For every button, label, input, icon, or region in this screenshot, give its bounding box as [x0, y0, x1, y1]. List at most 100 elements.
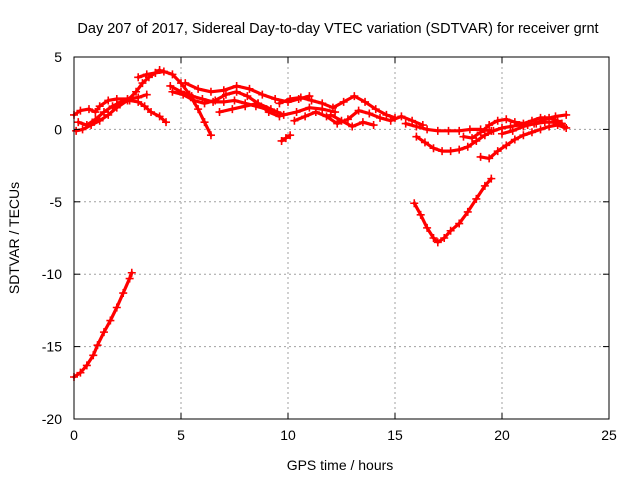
data-point — [290, 116, 299, 125]
data-point — [228, 105, 237, 114]
data-point — [361, 97, 370, 106]
data-point — [82, 361, 91, 370]
tick-layer: 0 5 10 15 20 25 5 0 -5 -10 -15 -20 — [42, 49, 617, 443]
data-point — [485, 121, 494, 130]
data-point — [455, 145, 464, 154]
data-point — [562, 123, 571, 132]
data-point — [369, 121, 378, 130]
data-point — [99, 108, 108, 117]
data-point — [140, 102, 149, 111]
data-point — [286, 94, 295, 103]
data-point — [74, 118, 83, 127]
data-point — [189, 96, 198, 105]
data-point — [87, 121, 96, 130]
data-point — [371, 105, 380, 114]
data-point — [232, 81, 241, 90]
data-point — [455, 219, 464, 228]
data-point — [455, 126, 464, 135]
data-point — [258, 90, 267, 99]
data-point — [125, 274, 134, 283]
data-point — [168, 70, 177, 79]
data-point — [397, 112, 406, 121]
data-point — [429, 144, 438, 153]
data-point — [463, 207, 472, 216]
data-point — [266, 105, 275, 114]
data-point — [476, 152, 485, 161]
data-point — [463, 142, 472, 151]
data-point — [489, 126, 498, 135]
data-point — [343, 115, 352, 124]
data-point — [219, 97, 228, 106]
data-point — [493, 147, 502, 156]
data-point — [123, 96, 132, 105]
y-tick-label: -5 — [50, 194, 63, 210]
data-point — [134, 97, 143, 106]
data-point — [444, 126, 453, 135]
data-point — [420, 138, 429, 147]
data-point — [498, 129, 506, 138]
data-point — [89, 351, 98, 360]
y-tick-label: -15 — [42, 339, 62, 355]
data-point — [472, 136, 481, 145]
data-point — [245, 84, 254, 93]
series-layer — [70, 66, 571, 382]
data-point — [553, 121, 562, 130]
data-point — [530, 119, 539, 128]
data-point — [200, 118, 209, 127]
data-point — [211, 96, 220, 105]
data-point — [142, 70, 151, 79]
x-tick-label: 25 — [601, 427, 617, 443]
y-tick-label: -20 — [42, 411, 62, 427]
data-point — [119, 289, 128, 298]
data-point — [219, 86, 228, 95]
data-point — [328, 103, 337, 112]
data-point — [412, 132, 421, 141]
series-arc-8 — [181, 79, 314, 106]
data-point — [84, 105, 93, 114]
data-point — [179, 90, 188, 99]
data-point — [271, 94, 280, 103]
data-point — [206, 87, 215, 96]
data-point — [281, 134, 290, 143]
data-point — [134, 73, 143, 82]
data-point — [337, 116, 346, 125]
data-point — [159, 67, 168, 76]
data-point — [112, 103, 121, 112]
data-point — [485, 154, 494, 163]
data-point — [386, 116, 395, 125]
data-point — [433, 126, 442, 135]
data-point — [292, 108, 301, 117]
data-point — [104, 110, 113, 119]
data-point — [468, 134, 477, 143]
y-tick-label: 5 — [54, 49, 62, 65]
data-point — [562, 110, 571, 119]
data-point — [358, 118, 367, 127]
data-point — [243, 92, 252, 101]
data-point — [95, 116, 104, 125]
data-point — [230, 96, 239, 105]
data-point — [106, 316, 115, 325]
data-point — [326, 110, 335, 119]
data-point — [519, 122, 528, 131]
series-arc-17 — [476, 121, 571, 163]
data-point — [508, 126, 517, 135]
data-point — [446, 226, 455, 235]
data-point — [301, 112, 310, 121]
data-point — [480, 131, 489, 140]
series-arc-1 — [70, 268, 136, 382]
data-point — [365, 109, 374, 118]
x-tick-label: 0 — [70, 427, 78, 443]
data-point — [155, 112, 164, 121]
data-point — [333, 119, 342, 128]
data-point — [93, 341, 102, 350]
data-point — [99, 328, 108, 337]
data-point — [465, 125, 474, 134]
data-point — [527, 128, 536, 137]
data-point — [382, 110, 391, 119]
data-point — [194, 105, 203, 114]
y-tick-label: 0 — [54, 121, 62, 137]
x-tick-label: 20 — [494, 427, 510, 443]
data-point — [168, 87, 177, 96]
